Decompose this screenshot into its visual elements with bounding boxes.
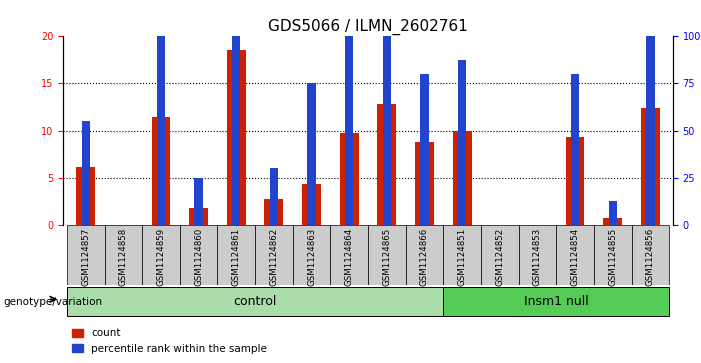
Bar [594,225,632,285]
Title: GDS5066 / ILMN_2602761: GDS5066 / ILMN_2602761 [268,19,468,35]
Text: GSM1124859: GSM1124859 [156,228,165,286]
Text: GSM1124852: GSM1124852 [496,228,504,286]
Bar [67,225,104,285]
Bar [76,167,95,225]
Bar [608,201,617,225]
Bar [557,225,594,285]
Bar [81,121,90,225]
Bar [302,184,321,225]
Bar [308,83,315,225]
Bar [519,225,557,285]
Text: GSM1124856: GSM1124856 [646,228,655,286]
Bar [481,225,519,285]
Bar [383,13,391,225]
Bar [142,225,179,285]
Bar [571,74,579,225]
Text: GSM1124851: GSM1124851 [458,228,467,286]
Bar [443,225,481,285]
Bar [604,217,622,225]
Text: genotype/variation: genotype/variation [4,297,102,307]
Bar [227,50,245,225]
Text: GSM1124854: GSM1124854 [571,228,580,286]
Bar [189,208,208,225]
Bar [340,132,359,225]
Bar [632,225,669,285]
Bar [255,225,293,285]
Bar [217,225,255,285]
Bar [421,74,428,225]
Text: GSM1124853: GSM1124853 [533,228,542,286]
Bar [270,168,278,225]
Bar [646,22,655,225]
Text: control: control [233,295,277,308]
Bar [345,13,353,225]
Bar [453,131,472,225]
Legend: count, percentile rank within the sample: count, percentile rank within the sample [68,324,271,358]
Bar [368,225,406,285]
Bar [104,225,142,285]
Bar [264,199,283,225]
Bar [67,287,443,316]
Text: GSM1124865: GSM1124865 [382,228,391,286]
Bar [293,225,330,285]
Bar [151,117,170,225]
Bar [232,0,240,225]
Text: GSM1124861: GSM1124861 [232,228,240,286]
Text: GSM1124858: GSM1124858 [119,228,128,286]
Text: GSM1124855: GSM1124855 [608,228,617,286]
Text: GSM1124857: GSM1124857 [81,228,90,286]
Bar [377,104,396,225]
Bar [157,36,165,225]
Text: GSM1124863: GSM1124863 [307,228,316,286]
Text: GSM1124860: GSM1124860 [194,228,203,286]
Bar [641,108,660,225]
Bar [330,225,368,285]
Bar [443,287,669,316]
Bar [566,137,585,225]
Text: GSM1124862: GSM1124862 [269,228,278,286]
Bar [406,225,443,285]
Text: GSM1124864: GSM1124864 [345,228,354,286]
Bar [194,178,203,225]
Bar [458,60,466,225]
Bar [179,225,217,285]
Text: GSM1124866: GSM1124866 [420,228,429,286]
Text: Insm1 null: Insm1 null [524,295,589,308]
Bar [415,142,434,225]
